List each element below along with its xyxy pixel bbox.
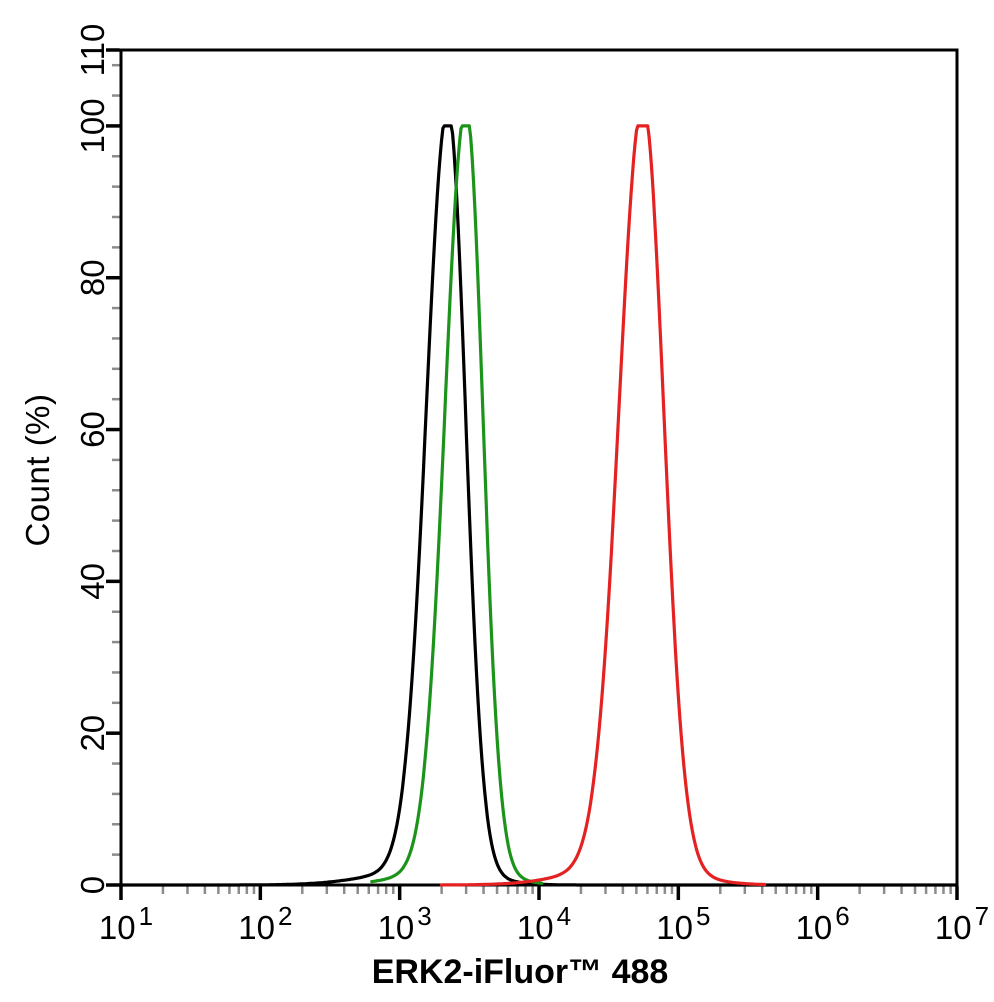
x-tick-label: 10 4 <box>517 901 571 946</box>
x-tick-label: 10 2 <box>238 901 292 946</box>
x-tick-label: 10 6 <box>796 901 850 946</box>
red-peak-curve <box>439 124 767 887</box>
y-tick-label: 40 <box>74 563 111 600</box>
y-tick-label: 110 <box>74 24 111 77</box>
y-tick-label: 80 <box>74 259 111 296</box>
x-tick-label: 10 7 <box>935 901 989 946</box>
y-axis-title: Count (%) <box>19 393 56 547</box>
plot-border <box>119 48 959 887</box>
black-peak-curve <box>119 124 959 887</box>
y-tick-label: 0 <box>74 876 111 894</box>
x-tick-label: 10 3 <box>378 901 432 946</box>
y-tick-label: 100 <box>74 98 111 153</box>
y-tick-label: 60 <box>74 411 111 448</box>
x-axis-title: ERK2-iFluor™ 488 <box>371 953 669 991</box>
green-peak-curve <box>370 124 544 885</box>
x-tick-label: 10 1 <box>99 901 153 946</box>
y-tick-label: 20 <box>74 715 111 752</box>
x-tick-label: 10 5 <box>656 901 710 946</box>
